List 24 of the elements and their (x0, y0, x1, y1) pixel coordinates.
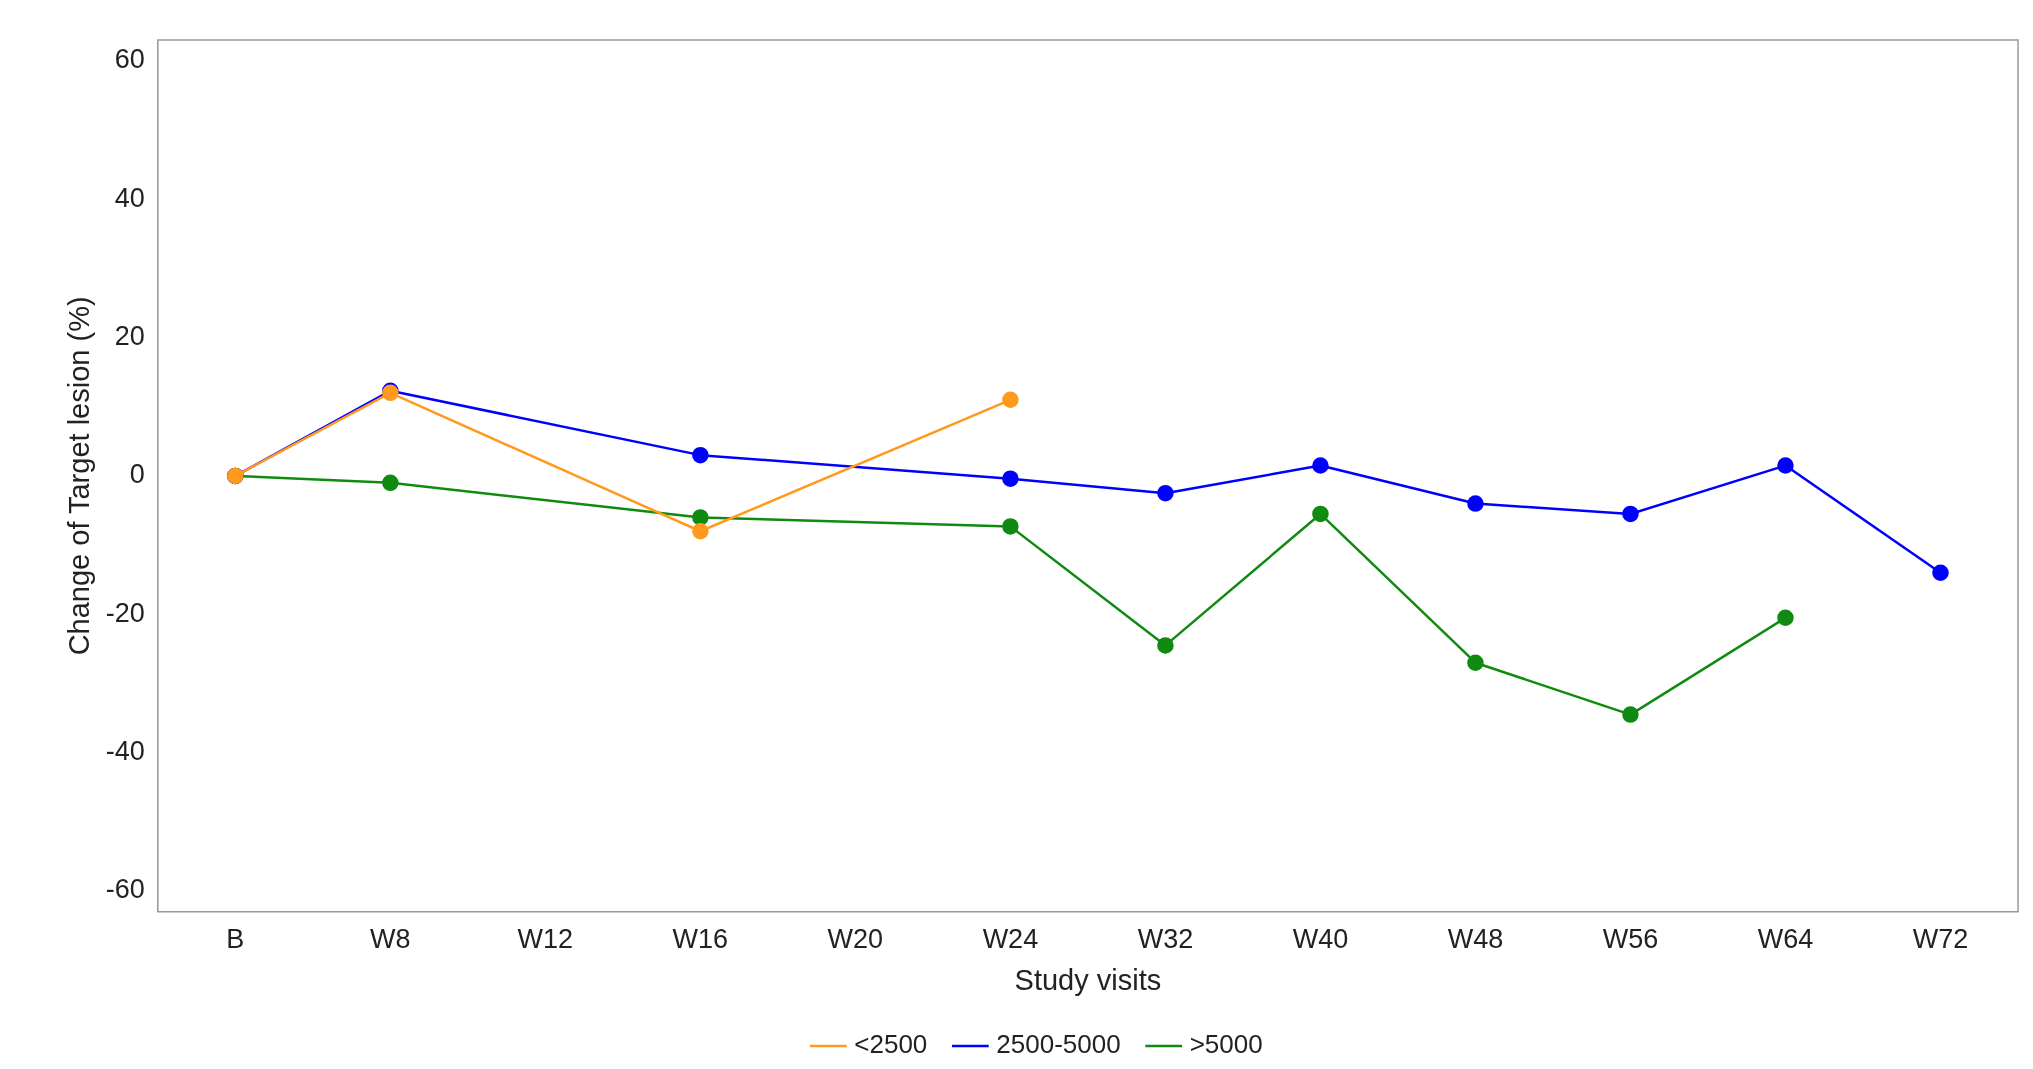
x-tick-label: W8 (370, 924, 411, 955)
y-tick-label: -40 (105, 736, 145, 767)
y-tick-label: -60 (105, 874, 145, 905)
y-tick-label: 0 (129, 459, 145, 490)
x-tick-label: W40 (1292, 924, 1349, 955)
y-tick-label: 20 (114, 320, 145, 351)
legend-label: >5000 (1189, 1029, 1263, 1060)
x-tick-label: W16 (672, 924, 729, 955)
x-tick-label: B (226, 924, 245, 955)
legend-label: <2500 (854, 1029, 928, 1060)
x-tick-label: W48 (1447, 924, 1504, 955)
x-axis-title: Study visits (1014, 963, 1162, 996)
y-tick-label: 40 (114, 182, 145, 213)
y-tick-label: 60 (114, 44, 145, 75)
x-tick-label: W24 (982, 924, 1039, 955)
y-axis-title: Change of Target lesion (%) (63, 296, 96, 656)
x-tick-label: W12 (517, 924, 574, 955)
x-tick-label: W32 (1137, 924, 1194, 955)
y-tick-label: -20 (105, 597, 145, 628)
x-tick-label: W72 (1912, 924, 1969, 955)
legend-label: 2500-5000 (996, 1029, 1121, 1060)
x-tick-label: W20 (827, 924, 884, 955)
x-tick-label: W64 (1757, 924, 1814, 955)
x-tick-label: W56 (1602, 924, 1659, 955)
